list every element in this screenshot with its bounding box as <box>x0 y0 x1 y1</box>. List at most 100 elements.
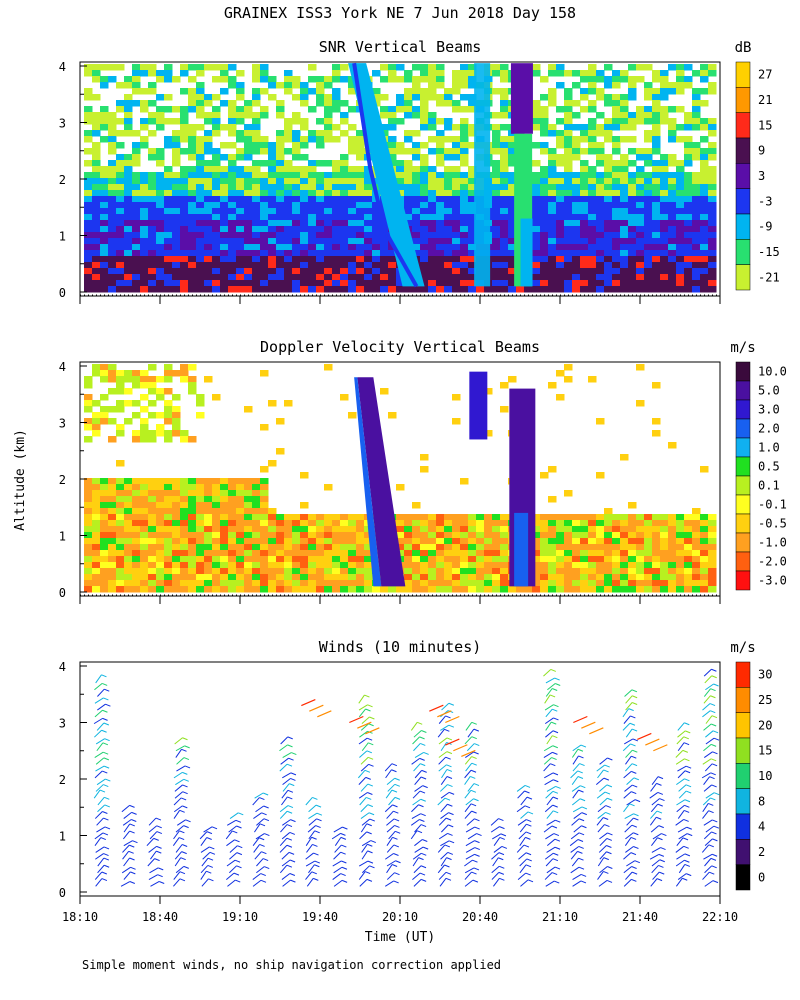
snr-cell <box>564 274 573 281</box>
wind-barb-flag <box>553 833 560 837</box>
doppler-cell <box>324 580 333 587</box>
snr-cell <box>660 106 669 113</box>
doppler-cell <box>356 532 365 539</box>
snr-cell <box>604 202 613 209</box>
snr-cell <box>548 124 557 131</box>
snr-cell <box>564 196 573 203</box>
snr-cell <box>460 196 469 203</box>
snr-cell <box>668 136 677 143</box>
wind-barb <box>308 812 318 819</box>
snr-cell <box>676 76 685 83</box>
snr-cell <box>420 64 429 71</box>
wind-barb-flag <box>682 749 689 753</box>
doppler-cell <box>436 538 445 545</box>
snr-cell <box>708 178 717 185</box>
wind-barb <box>465 798 474 806</box>
wind-barb <box>359 750 368 758</box>
snr-cell <box>268 238 277 245</box>
snr-cell <box>596 250 605 257</box>
wind-barb-flag <box>102 742 109 746</box>
snr-cell <box>156 238 165 245</box>
wind-barb-flag <box>552 858 559 862</box>
snr-cell <box>140 70 149 77</box>
snr-cell <box>500 244 509 251</box>
doppler-cell <box>260 466 269 473</box>
wind-barb-flag <box>552 751 558 755</box>
doppler-cell <box>460 550 469 557</box>
doppler-cell <box>84 400 93 407</box>
wind-barb <box>677 873 687 880</box>
snr-cell <box>300 208 309 215</box>
doppler-cell <box>156 430 165 437</box>
doppler-cell <box>100 562 109 569</box>
doppler-cell <box>636 586 645 593</box>
snr-cell <box>676 274 685 281</box>
doppler-cell <box>612 586 621 593</box>
snr-cell <box>596 130 605 137</box>
doppler-cell <box>188 526 197 533</box>
snr-cell <box>356 280 365 287</box>
wind-barb <box>175 825 184 833</box>
snr-cell <box>628 88 637 95</box>
wind-barb <box>412 736 420 745</box>
snr-cell <box>84 244 93 251</box>
winds-x-axis: 18:10 18:40 19:10 19:40 20:10 20:40 21:10 21:40… <box>62 896 738 924</box>
doppler-cell <box>300 514 309 521</box>
doppler-cell <box>628 520 637 527</box>
snr-cell <box>228 244 237 251</box>
snr-cell <box>324 160 333 167</box>
snr-cell <box>684 136 693 143</box>
wind-barb-flag <box>687 833 693 837</box>
snr-cell <box>420 106 429 113</box>
snr-cell <box>668 196 677 203</box>
snr-cell <box>284 220 293 227</box>
doppler-cell <box>252 478 261 485</box>
doppler-cell <box>692 538 701 545</box>
doppler-cell <box>132 526 141 533</box>
snr-cell <box>452 244 461 251</box>
snr-cell <box>196 166 205 173</box>
snr-cell <box>140 118 149 125</box>
snr-cell <box>300 262 309 269</box>
doppler-cell <box>444 514 453 521</box>
snr-cell <box>612 124 621 131</box>
snr-cell <box>140 142 149 149</box>
doppler-cell <box>436 532 445 539</box>
doppler-cell <box>708 544 717 551</box>
wind-barb-flag <box>711 865 717 869</box>
wind-barb-flag <box>551 688 558 691</box>
doppler-cell <box>92 412 101 419</box>
snr-cell <box>428 94 437 101</box>
snr-cell <box>660 226 669 233</box>
snr-cell <box>412 196 421 203</box>
doppler-colorbar-swatch <box>735 551 751 572</box>
doppler-cell <box>260 508 269 515</box>
snr-cell <box>708 190 717 197</box>
snr-cell <box>348 208 357 215</box>
wind-barb-flag <box>577 748 584 752</box>
snr-cell <box>660 172 669 179</box>
wind-barb-flag <box>369 716 375 720</box>
doppler-cell <box>108 514 117 521</box>
snr-cell <box>164 184 173 191</box>
doppler-cell <box>108 520 117 527</box>
wind-barb <box>596 817 604 826</box>
snr-cell <box>252 88 261 95</box>
doppler-cell <box>644 568 653 575</box>
wind-barb <box>464 736 473 745</box>
doppler-cell <box>84 508 93 515</box>
snr-cell <box>244 268 253 275</box>
snr-cell <box>156 220 165 227</box>
snr-cell <box>212 166 221 173</box>
snr-cell <box>180 262 189 269</box>
snr-cell <box>236 166 245 173</box>
wind-barb <box>437 797 446 806</box>
snr-cell <box>268 280 277 287</box>
wind-barb-flag <box>236 852 243 856</box>
wind-barb-flag <box>474 840 480 844</box>
wind-barb-flag <box>233 872 240 876</box>
wind-barb-flag <box>580 880 587 884</box>
snr-cell <box>188 184 197 191</box>
wind-barb <box>703 695 711 704</box>
snr-cell <box>180 286 189 293</box>
